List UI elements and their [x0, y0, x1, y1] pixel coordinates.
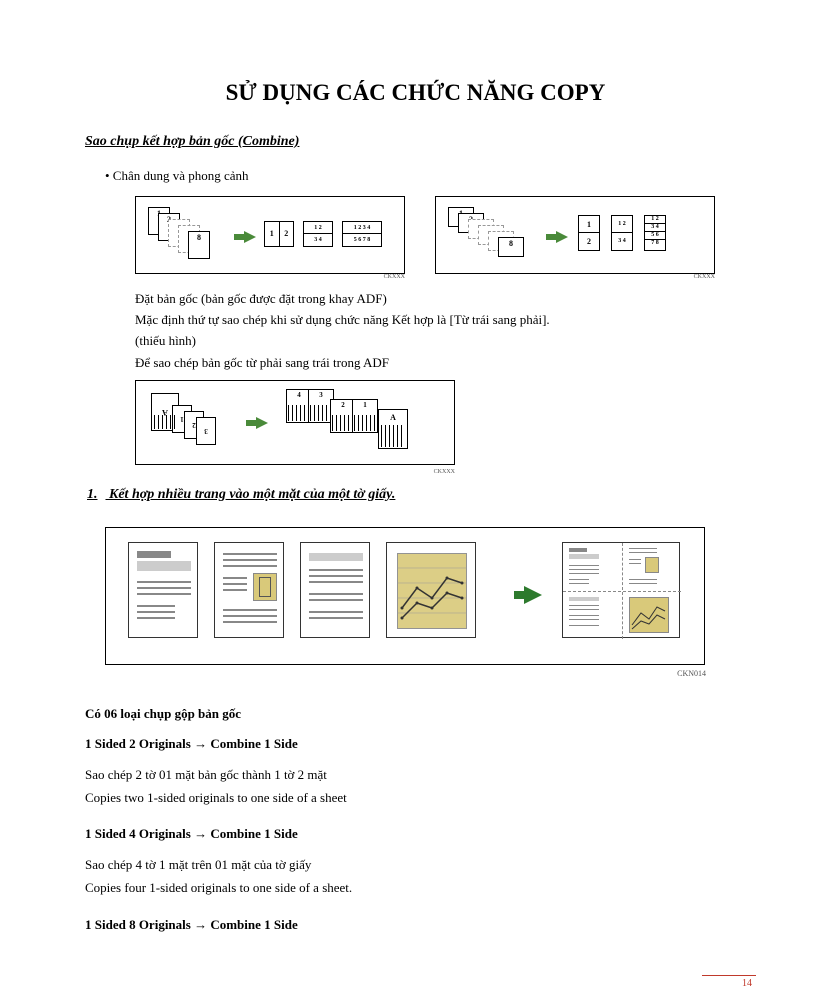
output-1234v: 1 2 3 4 — [611, 215, 633, 251]
arrow-right-icon — [524, 586, 542, 604]
stripes-icon — [381, 425, 405, 447]
output-1234: 1 2 3 4 — [303, 221, 333, 247]
stripes-icon — [310, 405, 332, 421]
stripes-icon — [332, 415, 354, 431]
type-heading: 1 Sided 8 Originals → Combine 1 Side — [85, 917, 746, 933]
type-heading: 1 Sided 4 Originals → Combine 1 Side — [85, 826, 746, 842]
body-line: Mặc định thứ tự sao chép khi sử dụng chứ… — [135, 311, 746, 329]
type-desc-en: Copies four 1-sided originals to one sid… — [85, 879, 746, 897]
diagram-b-caption: CKXXX — [435, 274, 715, 280]
body-line: Đặt bản gốc (bản gốc được đặt trong khay… — [135, 290, 746, 308]
heading-text: Kết hợp nhiều trang vào một mặt của một … — [109, 487, 395, 502]
page-number: 14 — [702, 975, 756, 989]
output-12345678: 1 2 3 4 5 6 7 8 — [342, 221, 382, 247]
arrow-right-icon — [556, 231, 568, 243]
types-heading: Có 06 loại chụp gộp bản gốc — [85, 706, 746, 722]
type-desc-vi: Sao chép 2 tờ 01 mặt bản gốc thành 1 tờ … — [85, 766, 746, 784]
diagram-c-caption: CKXXX — [85, 469, 455, 475]
heading-number: 1. — [87, 487, 98, 502]
output-12: 1 2 — [264, 221, 294, 247]
stripes-icon — [288, 405, 310, 421]
diagram-a-caption: CKXXX — [135, 274, 405, 280]
page: SỬ DỤNG CÁC CHỨC NĂNG COPY Sao chụp kết … — [0, 0, 816, 1007]
diagram-b: 1 2 8 1 2 1 2 3 4 1 2 3 4 5 6 — [435, 196, 715, 274]
diagram-b-wrap: 1 2 8 1 2 1 2 3 4 1 2 3 4 5 6 — [435, 196, 715, 280]
bullet-portrait-landscape: • Chân dung và phong cảnh — [105, 168, 746, 184]
panel-doc2 — [214, 542, 284, 638]
orig-page: 8 — [188, 231, 210, 259]
diagram-a: 1 2 8 1 2 1 2 3 4 1 2 3 4 5 6 7 8 — [135, 196, 405, 274]
panel-chart — [386, 542, 476, 638]
section-heading: Sao chụp kết hợp bản gốc (Combine) — [85, 134, 746, 150]
chart-icon — [629, 597, 669, 633]
type-desc-vi: Sao chép 4 tờ 1 mặt trên 01 mặt của tờ g… — [85, 856, 746, 874]
panel-doc3 — [300, 542, 370, 638]
type-heading: 1 Sided 2 Originals → Combine 1 Side — [85, 736, 746, 752]
stripes-icon — [154, 415, 176, 429]
diagram-combine — [105, 527, 705, 665]
numbered-heading: 1. Kết hợp nhiều trang vào một mặt của m… — [87, 487, 746, 503]
orig-page: 8 — [498, 237, 524, 257]
panel-doc1 — [128, 542, 198, 638]
diagram-c: A 1 2 3 4 3 2 1 A — [135, 380, 455, 465]
figure-caption: CKN014 — [85, 669, 706, 678]
diagram-a-wrap: 1 2 8 1 2 1 2 3 4 1 2 3 4 5 6 7 8 — [135, 196, 405, 280]
page-title: SỬ DỤNG CÁC CHỨC NĂNG COPY — [85, 80, 746, 106]
chart-icon — [397, 553, 467, 629]
arrow-right-icon — [244, 231, 256, 243]
diagram-row-1: 1 2 8 1 2 1 2 3 4 1 2 3 4 5 6 7 8 — [135, 196, 746, 280]
panel-combined — [562, 542, 680, 638]
body-line: (thiếu hình) — [135, 332, 746, 350]
body-line: Để sao chép bản gốc từ phải sang trái tr… — [135, 354, 746, 372]
arrow-right-icon — [256, 417, 268, 429]
stripes-icon — [354, 415, 376, 431]
orig-page: 3 — [196, 417, 216, 445]
output-12v: 1 2 — [578, 215, 600, 251]
type-desc-en: Copies two 1-sided originals to one side… — [85, 789, 746, 807]
output-12345678v: 1 2 3 4 5 6 7 8 — [644, 215, 666, 251]
